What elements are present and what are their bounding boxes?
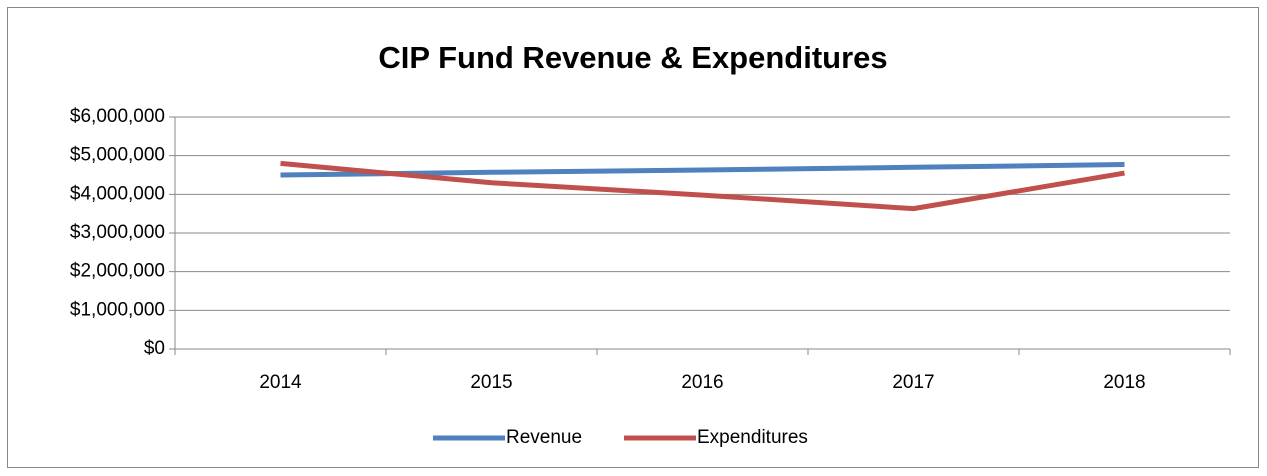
x-tick-label: 2017 [892, 372, 934, 393]
y-tick-label: $0 [144, 338, 165, 359]
x-tick-label: 2016 [681, 372, 723, 393]
y-tick-label: $5,000,000 [70, 145, 165, 166]
x-tick-label: 2015 [470, 372, 512, 393]
series-line [280, 160, 1125, 212]
y-tick-label: $3,000,000 [70, 222, 165, 243]
x-tick-label: 2018 [1103, 372, 1145, 393]
series-line [280, 162, 1125, 178]
x-tick-label: 2014 [259, 372, 302, 393]
chart-frame [7, 7, 1259, 468]
chart-title: CIP Fund Revenue & Expenditures [378, 40, 887, 75]
legend-label: Expenditures [697, 427, 808, 448]
y-tick-label: $4,000,000 [70, 183, 165, 204]
y-tick-label: $2,000,000 [70, 261, 165, 282]
y-tick-label: $6,000,000 [70, 106, 165, 127]
legend-label: Revenue [506, 427, 582, 448]
y-tick-label: $1,000,000 [70, 299, 165, 320]
